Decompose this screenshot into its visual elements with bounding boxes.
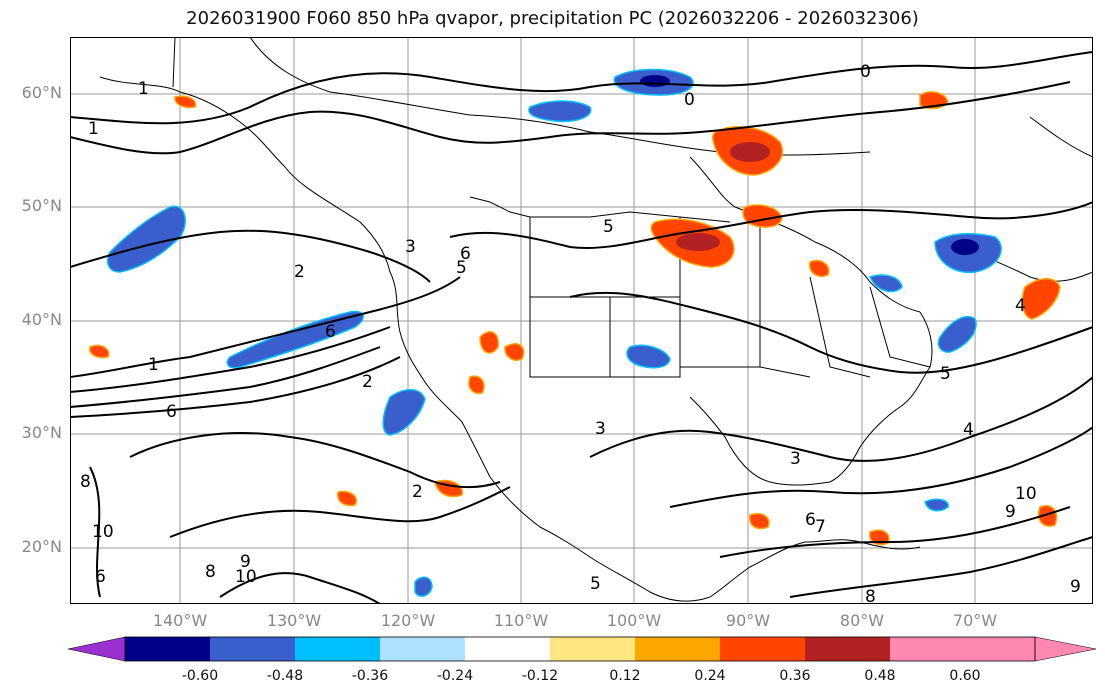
colorbar-bin: [380, 637, 465, 661]
contour-label: 3: [405, 237, 416, 257]
contour-label: 4: [1015, 296, 1026, 316]
colorbar-tick-label: -0.60: [181, 668, 219, 684]
contour-label: 9: [1070, 577, 1081, 597]
lon-label-90w: 90°W: [725, 611, 771, 630]
contour-label: 6: [805, 510, 816, 530]
contour-label: 0: [860, 62, 871, 82]
contour-label: 6: [166, 402, 177, 422]
contour-label: 5: [456, 258, 467, 278]
lon-label-120w: 120°W: [380, 611, 436, 630]
colorbar-tick-label: 0.12: [609, 668, 641, 684]
contour-label: 8: [205, 562, 216, 582]
contour-label: 10: [92, 522, 114, 542]
colorbar-bin: [125, 637, 210, 661]
precip-negative-shading: [107, 68, 1002, 597]
colorbar-bin: [635, 637, 720, 661]
colorbar-bin: [210, 637, 295, 661]
colorbar-bin: [295, 637, 380, 661]
coastlines: [99, 37, 1093, 602]
lat-label-60n: 60°N: [21, 83, 62, 102]
lon-label-100w: 100°W: [606, 611, 662, 630]
contour-label: 5: [603, 217, 614, 237]
contour-label: 5: [940, 364, 951, 384]
contour-label: 4: [963, 420, 974, 440]
lon-label-130w: 130°W: [266, 611, 322, 630]
colorbar-tick-label: -0.48: [266, 668, 304, 684]
colorbar-bin: [890, 637, 975, 661]
lon-label-70w: 70°W: [952, 611, 998, 630]
contour-label: 6: [95, 567, 106, 587]
contour-label: 10: [1015, 484, 1037, 504]
lon-label-110w: 110°W: [493, 611, 549, 630]
contour-label-group: 1 1 0 0 2 5 3 6 1 2 6 5 3 6 4 5 4 2 3 10…: [80, 62, 1081, 604]
lon-label-140w: 140°W: [152, 611, 208, 630]
colorbar-bin: [465, 637, 550, 661]
colorbar-bin: [720, 637, 805, 661]
contour-label: 7: [815, 517, 826, 537]
contour-label: 2: [362, 372, 373, 392]
contour-label: 10: [235, 567, 257, 587]
contour-label: 6: [460, 244, 471, 264]
colorbar-outline: [124, 636, 1036, 662]
contour-label: 1: [148, 355, 159, 375]
colorbar-tick-label: 0.48: [864, 668, 896, 684]
colorbar: [68, 636, 1097, 662]
contour-label: 9: [1005, 502, 1016, 522]
contour-label: 3: [790, 449, 801, 469]
qvapor-contours: [70, 51, 1093, 604]
contour-label: 8: [80, 472, 91, 492]
lat-label-20n: 20°N: [21, 537, 62, 556]
colorbar-tick-label: 0.24: [694, 668, 726, 684]
map-title: 2026031900 F060 850 hPa qvapor, precipit…: [186, 8, 919, 29]
colorbar-bin: [975, 637, 1035, 661]
lat-label-40n: 40°N: [21, 310, 62, 329]
contour-label: 3: [595, 419, 606, 439]
lat-label-50n: 50°N: [21, 196, 62, 215]
colorbar-tick-label: -0.12: [521, 668, 559, 684]
map-border: [70, 37, 1093, 604]
lat-label-30n: 30°N: [21, 423, 62, 442]
contour-label: 5: [590, 574, 601, 594]
colorbar-tick-label: 0.60: [949, 668, 981, 684]
map-panel: 1 1 0 0 2 5 3 6 1 2 6 5 3 6 4 5 4 2 3 10…: [70, 37, 1093, 604]
contour-label: 2: [294, 262, 305, 282]
graticule: [70, 37, 1093, 604]
contour-label: 1: [88, 119, 99, 139]
colorbar-tick-label: 0.36: [779, 668, 811, 684]
contour-label: 1: [138, 79, 149, 99]
colorbar-bin: [805, 637, 890, 661]
colorbar-tick-label: -0.36: [351, 668, 389, 684]
contour-label: 0: [684, 90, 695, 110]
colorbar-tick-label: -0.24: [436, 668, 474, 684]
contour-label: 6: [325, 322, 336, 342]
colorbar-extend-low: [68, 636, 126, 662]
colorbar-extend-high: [1034, 636, 1097, 662]
contour-label: 9: [240, 552, 251, 572]
contour-label: 2: [412, 482, 423, 502]
colorbar-bin: [550, 637, 635, 661]
contour-label: 8: [865, 587, 876, 604]
lon-label-80w: 80°W: [839, 611, 885, 630]
